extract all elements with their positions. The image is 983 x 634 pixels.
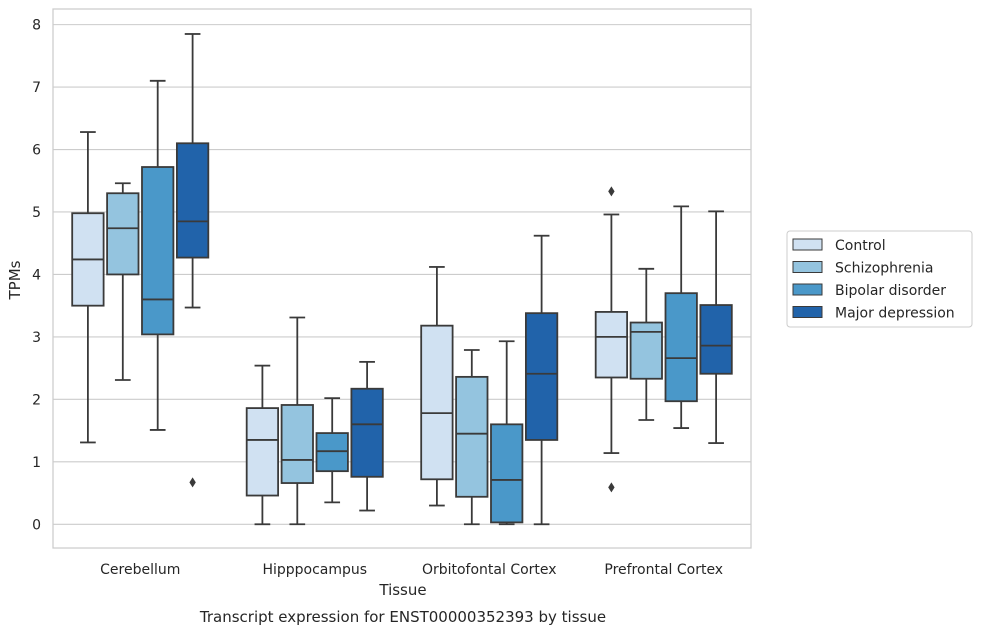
x-tick-label: Prefrontal Cortex <box>604 562 723 578</box>
box-1-2 <box>315 397 349 504</box>
box-body <box>594 311 629 379</box>
y-tick-label: 8 <box>32 18 41 34</box>
plot-frame <box>52 8 752 549</box>
box-1-3 <box>350 360 384 512</box>
y-tick-label: 1 <box>32 455 41 471</box>
box-body <box>175 142 210 259</box>
x-tick-label: Orbitofontal Cortex <box>422 562 557 578</box>
legend-label: Bipolar disorder <box>835 283 946 299</box>
box-3-0 <box>594 186 629 493</box>
box-body <box>350 387 384 478</box>
box-body <box>664 292 698 403</box>
boxes <box>71 33 733 526</box>
y-axis: 0 1 2 3 4 5 6 7 8 <box>32 18 41 534</box>
box-body <box>699 304 733 375</box>
box-3-3 <box>699 210 733 444</box>
box-body <box>455 375 489 498</box>
legend-swatch <box>792 261 823 273</box>
x-tick-label: Hipppocampus <box>262 562 367 578</box>
box-2-0 <box>420 266 454 507</box>
x-axis-label: Tissue <box>378 581 426 599</box>
y-tick-label: 5 <box>32 205 41 221</box>
y-axis-label: TPMs <box>6 260 24 300</box>
legend-label: Major depression <box>835 306 955 322</box>
legend-frame <box>786 230 973 328</box>
legend-swatch <box>792 238 823 251</box>
box-body <box>629 321 663 380</box>
legend-label: Schizophrenia <box>835 261 933 277</box>
outlier-point <box>189 477 196 488</box>
box-1-1 <box>280 316 314 526</box>
box-0-1 <box>106 182 140 381</box>
legend-label: Control <box>835 238 886 254</box>
box-0-0 <box>71 131 105 444</box>
y-tick-label: 6 <box>32 143 41 159</box>
x-axis: Cerebellum Hipppocampus Orbitofontal Corte… <box>100 562 723 578</box>
y-tick-label: 3 <box>32 330 41 346</box>
box-body <box>245 407 280 497</box>
y-tick-label: 2 <box>32 392 41 408</box>
legend-swatch <box>792 283 823 296</box>
chart-caption: Transcript expression for ENST0000035239… <box>199 608 606 626</box>
box-3-1 <box>629 267 663 421</box>
box-2-3 <box>524 234 559 526</box>
outlier-point <box>608 186 615 197</box>
legend: Control Schizophrenia Bipolar disorder Majo… <box>786 230 973 328</box>
box-0-3 <box>175 33 210 488</box>
box-body <box>490 423 524 524</box>
x-tick-label: Cerebellum <box>100 562 180 578</box>
box-body <box>141 166 175 336</box>
y-tick-label: 0 <box>32 517 41 533</box>
y-tick-label: 4 <box>32 267 41 283</box>
y-tick-label: 7 <box>32 80 41 96</box>
outlier-point <box>608 482 615 493</box>
box-3-2 <box>664 205 698 429</box>
box-body <box>315 432 349 473</box>
box-body <box>280 404 314 484</box>
box-body <box>106 192 140 276</box>
legend-swatch <box>792 306 823 318</box>
box-1-0 <box>245 364 280 526</box>
box-2-1 <box>455 349 489 526</box>
box-2-2 <box>490 340 524 526</box>
box-0-2 <box>141 79 175 431</box>
box-body <box>420 324 454 481</box>
box-body <box>524 312 559 441</box>
